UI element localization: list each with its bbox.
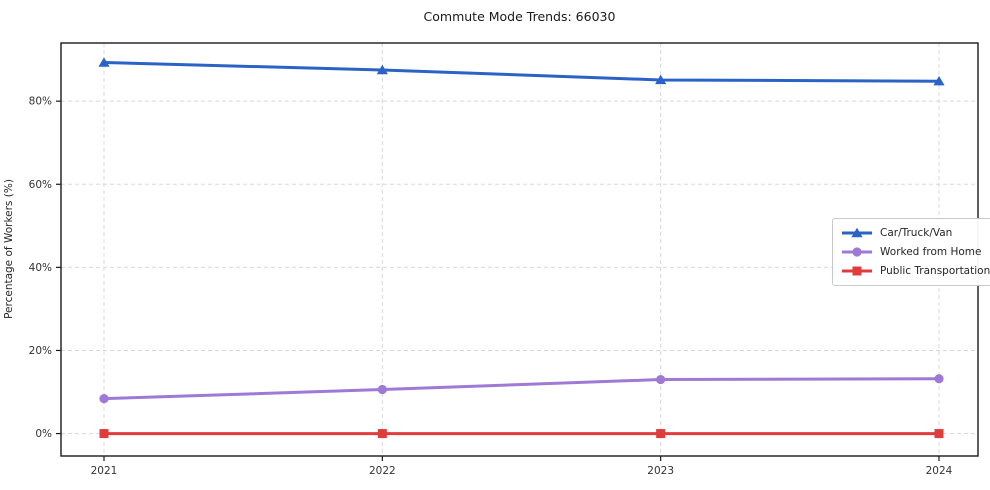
series-line-triangle <box>102 61 941 83</box>
legend-item: Worked from Home <box>841 245 990 259</box>
legend-triangle-marker-icon <box>842 227 872 238</box>
data-point-marker <box>656 374 666 385</box>
y-tick-label: 80% <box>29 96 52 108</box>
data-point-marker <box>655 74 667 85</box>
data-point-marker <box>377 384 387 395</box>
legend-label: Car/Truck/Van <box>880 227 953 239</box>
x-tick-label: 2023 <box>647 465 674 477</box>
y-tick-label: 60% <box>29 179 52 191</box>
y-tick-label: 20% <box>29 345 52 357</box>
data-point-marker <box>377 429 387 439</box>
data-point-marker <box>933 76 945 86</box>
y-tick-label: 40% <box>29 262 52 274</box>
chart-title: Commute Mode Trends: 66030 <box>423 9 616 24</box>
data-point-marker <box>934 374 944 384</box>
legend: Car/Truck/Van Worked from Home Public Tran… <box>832 218 990 286</box>
legend-item: Public Transportation <box>841 264 990 278</box>
legend-item: Car/Truck/Van <box>841 226 990 240</box>
legend-label: Worked from Home <box>880 246 982 258</box>
data-point-marker <box>934 429 944 439</box>
data-point-marker <box>376 64 388 75</box>
legend-label: Public Transportation <box>880 265 990 277</box>
data-point-marker <box>99 394 109 404</box>
x-tick-label: 2022 <box>369 465 396 477</box>
series-line-circle <box>102 377 941 401</box>
y-tick-label: 0% <box>35 428 52 440</box>
legend-square-marker-icon <box>842 266 872 276</box>
x-tick-label: 2024 <box>926 465 953 477</box>
data-point-marker <box>98 57 110 67</box>
legend-circle-marker-icon <box>842 247 872 257</box>
x-tick-label: 2021 <box>91 465 118 477</box>
data-point-marker <box>656 429 666 439</box>
data-point-marker <box>99 429 109 439</box>
